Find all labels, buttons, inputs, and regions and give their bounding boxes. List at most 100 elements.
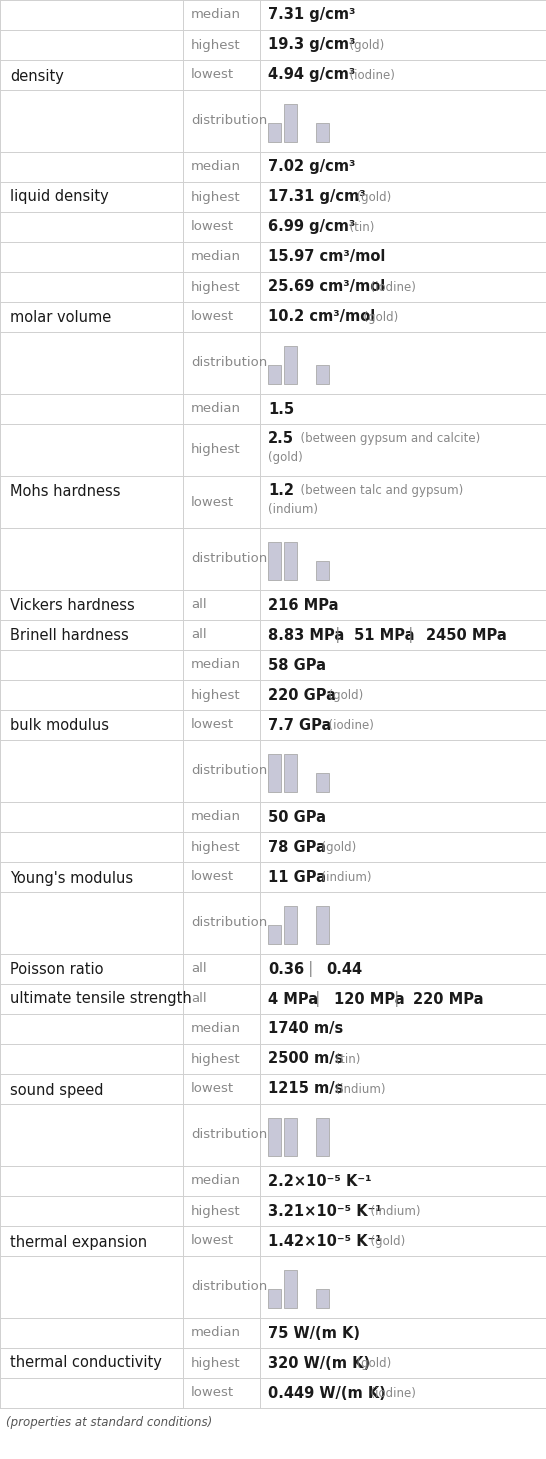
Text: median: median [191,1023,241,1036]
Text: (indium): (indium) [363,1205,420,1217]
Bar [316,365,329,384]
Text: 3.21×10⁻⁵ K⁻¹: 3.21×10⁻⁵ K⁻¹ [268,1204,382,1218]
Text: Poisson ratio: Poisson ratio [10,961,104,976]
Text: |: | [385,991,408,1007]
Text: 4.94 g/cm³: 4.94 g/cm³ [268,67,355,83]
Text: median: median [191,403,241,416]
Text: distribution: distribution [191,114,267,127]
Text: (indium): (indium) [314,871,371,884]
Text: (gold): (gold) [342,38,384,51]
Text: lowest: lowest [191,718,234,731]
Text: 320 W/(m K): 320 W/(m K) [268,1355,370,1370]
Text: 2500 m/s: 2500 m/s [268,1052,343,1067]
Text: (iodine): (iodine) [363,280,416,293]
Bar [268,541,281,581]
Bar [316,906,329,944]
Text: 6.99 g/cm³: 6.99 g/cm³ [268,219,355,235]
Text: lowest: lowest [191,1386,234,1399]
Bar [284,104,297,142]
Text: (gold): (gold) [349,1357,391,1370]
Text: (gold): (gold) [363,1234,405,1247]
Text: highest: highest [191,689,241,702]
Text: 7.31 g/cm³: 7.31 g/cm³ [268,7,355,22]
Text: 0.44: 0.44 [327,961,363,976]
Bar [284,346,297,384]
Text: 1.42×10⁻⁵ K⁻¹: 1.42×10⁻⁵ K⁻¹ [268,1233,382,1249]
Text: 4 MPa: 4 MPa [268,992,318,1007]
Text: (indium): (indium) [268,503,318,516]
Text: highest: highest [191,191,241,203]
Text: (gold): (gold) [314,840,356,854]
Text: (iodine): (iodine) [363,1386,416,1399]
Bar [316,1118,329,1156]
Text: 216 MPa: 216 MPa [268,598,339,613]
Text: highest: highest [191,280,241,293]
Text: (tin): (tin) [328,1052,360,1065]
Text: |: | [306,991,329,1007]
Text: 220 GPa: 220 GPa [268,687,336,702]
Bar [268,1118,281,1156]
Text: 1.5: 1.5 [268,401,294,416]
Text: 2.2×10⁻⁵ K⁻¹: 2.2×10⁻⁵ K⁻¹ [268,1173,372,1189]
Bar [268,365,281,384]
Text: |: | [327,627,350,643]
Text: all: all [191,992,206,1005]
Text: (between talc and gypsum): (between talc and gypsum) [293,484,463,498]
Text: 220 MPa: 220 MPa [413,992,483,1007]
Text: ultimate tensile strength: ultimate tensile strength [10,992,192,1007]
Text: distribution: distribution [191,356,267,369]
Bar [268,754,281,792]
Text: 25.69 cm³/mol: 25.69 cm³/mol [268,280,385,295]
Text: lowest: lowest [191,311,234,324]
Text: 8.83 MPa: 8.83 MPa [268,627,344,642]
Text: median: median [191,1174,241,1188]
Text: all: all [191,598,206,611]
Text: molar volume: molar volume [10,311,111,325]
Text: 0.449 W/(m K): 0.449 W/(m K) [268,1386,386,1401]
Text: lowest: lowest [191,1234,234,1247]
Text: highest: highest [191,38,241,51]
Text: lowest: lowest [191,220,234,233]
Text: liquid density: liquid density [10,190,109,204]
Text: 0.36: 0.36 [268,961,304,976]
Bar [284,1269,297,1309]
Bar [284,754,297,792]
Text: 2.5: 2.5 [268,430,294,446]
Text: lowest: lowest [191,871,234,884]
Bar [316,123,329,142]
Text: (gold): (gold) [349,191,391,203]
Text: highest: highest [191,1052,241,1065]
Text: thermal conductivity: thermal conductivity [10,1355,162,1370]
Text: Vickers hardness: Vickers hardness [10,598,135,613]
Text: median: median [191,9,241,22]
Text: 19.3 g/cm³: 19.3 g/cm³ [268,38,355,53]
Text: distribution: distribution [191,1281,267,1294]
Text: lowest: lowest [191,69,234,82]
Text: 58 GPa: 58 GPa [268,658,326,673]
Bar [284,906,297,944]
Text: distribution: distribution [191,1128,267,1141]
Text: median: median [191,811,241,823]
Text: |: | [399,627,422,643]
Text: 78 GPa: 78 GPa [268,839,326,855]
Text: 1215 m/s: 1215 m/s [268,1081,343,1097]
Text: Brinell hardness: Brinell hardness [10,627,129,642]
Text: median: median [191,251,241,264]
Text: 51 MPa: 51 MPa [354,627,414,642]
Bar [316,1288,329,1309]
Bar [316,562,329,581]
Text: lowest: lowest [191,1083,234,1096]
Bar [284,541,297,581]
Bar [268,1288,281,1309]
Text: 7.7 GPa: 7.7 GPa [268,718,331,732]
Text: |: | [299,961,323,978]
Text: Young's modulus: Young's modulus [10,871,133,886]
Text: (properties at standard conditions): (properties at standard conditions) [6,1417,212,1428]
Text: median: median [191,160,241,174]
Text: 50 GPa: 50 GPa [268,810,326,824]
Text: all: all [191,963,206,976]
Bar [268,123,281,142]
Bar [268,925,281,944]
Text: 15.97 cm³/mol: 15.97 cm³/mol [268,249,385,264]
Text: 1740 m/s: 1740 m/s [268,1021,343,1036]
